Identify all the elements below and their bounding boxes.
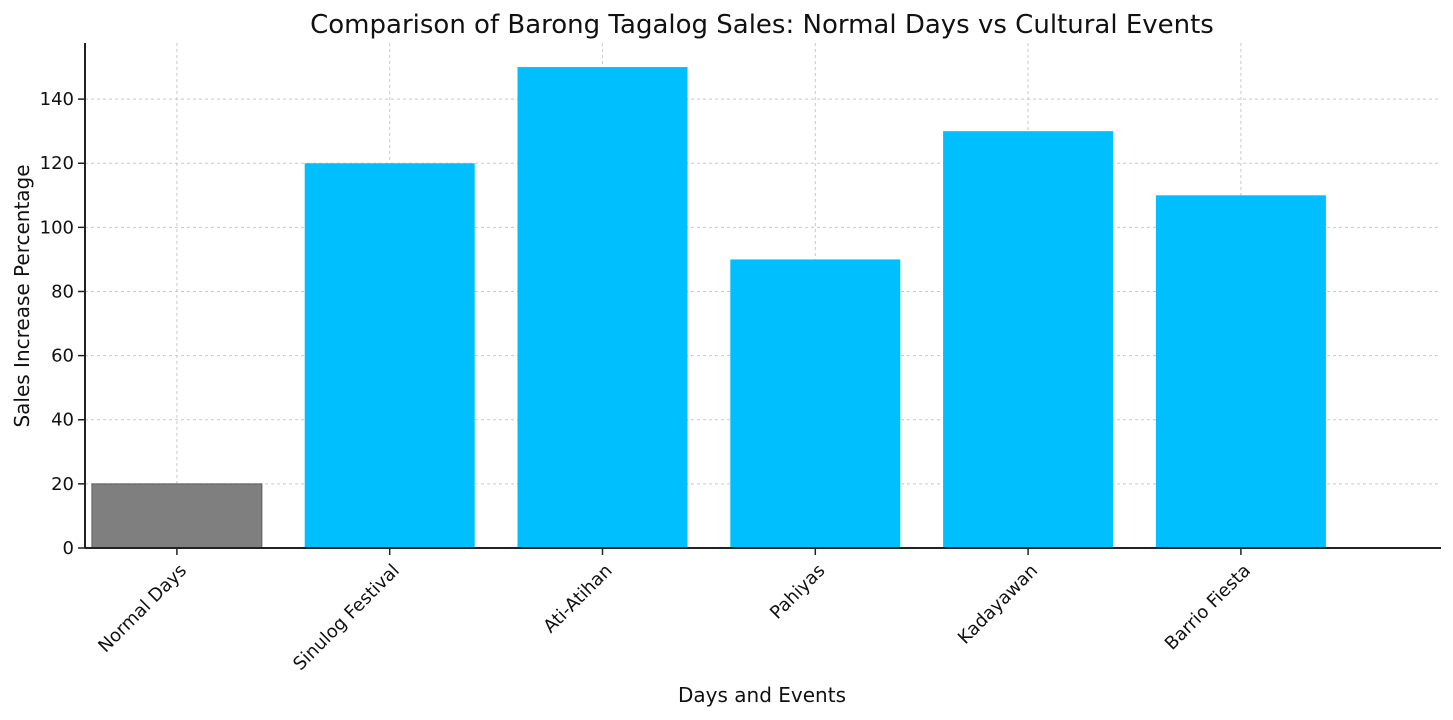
y-tick-label: 140 <box>40 89 74 110</box>
x-tick-label: Barrio Fiesta <box>1161 560 1255 654</box>
x-tick-label: Kadayawan <box>954 560 1042 648</box>
y-tick-label: 20 <box>51 474 74 495</box>
bar-normal-days <box>91 483 263 549</box>
x-tick-label: Pahiyas <box>766 560 829 623</box>
y-tick-label: 100 <box>40 217 74 238</box>
x-axis-ticks: Normal Days Sinulog Festival Ati-Atihan Pah… <box>94 548 1255 675</box>
bar-kadayawan <box>943 131 1114 548</box>
x-axis-label: Days and Events <box>678 683 846 707</box>
bar-barrio-fiesta <box>1155 195 1326 549</box>
y-tick-label: 0 <box>63 538 74 559</box>
x-tick-label: Sinulog Festival <box>289 560 404 675</box>
x-tick-label: Normal Days <box>94 560 191 657</box>
axes <box>84 43 1441 549</box>
bars <box>91 67 1326 549</box>
y-axis-label: Sales Increase Percentage <box>10 164 34 427</box>
bar-ati-atihan <box>517 67 688 549</box>
x-tick-label: Ati-Atihan <box>539 560 616 637</box>
bar-sinulog-festival <box>304 163 475 548</box>
y-tick-label: 80 <box>51 281 74 302</box>
y-tick-label: 40 <box>51 410 74 431</box>
chart-title: Comparison of Barong Tagalog Sales: Norm… <box>310 10 1214 40</box>
y-axis-ticks: 0 20 40 60 80 100 120 140 <box>40 89 85 559</box>
bar-pahiyas <box>730 259 901 548</box>
y-tick-label: 120 <box>40 153 74 174</box>
y-tick-label: 60 <box>51 346 74 367</box>
